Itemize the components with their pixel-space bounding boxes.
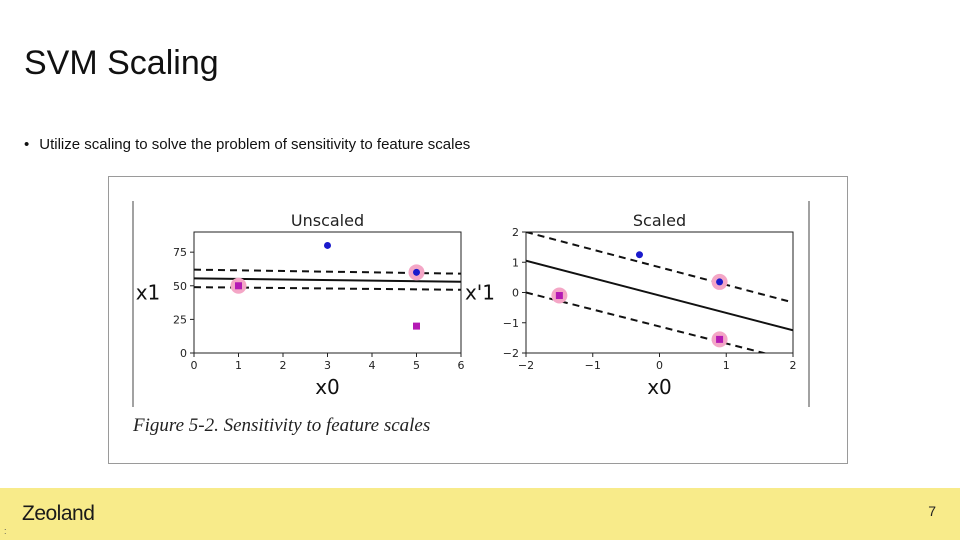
footer-mark: : xyxy=(4,526,7,536)
x-tick-label: 3 xyxy=(324,359,331,372)
plot-title: Scaled xyxy=(633,211,686,230)
x-tick-label: 0 xyxy=(656,359,663,372)
margin-line xyxy=(194,286,461,291)
y-axis-label: x1 xyxy=(136,281,161,305)
data-point-square xyxy=(716,335,724,343)
y-axis-label: x'1 xyxy=(465,281,495,305)
scaled-plot: Scaled −2 −1 0 1 2 −2 −1 0 1 2 x0 x'1 xyxy=(465,211,797,399)
plot-area xyxy=(526,232,793,353)
y-tick-label: 0 xyxy=(512,287,519,300)
x-axis-label: x0 xyxy=(315,375,340,399)
margin-line xyxy=(526,232,790,303)
page-number: 7 xyxy=(928,503,936,519)
unscaled-plot: Unscaled 0 1 2 3 4 5 6 0 25 50 75 x0 x1 xyxy=(136,211,465,399)
bullet-point: • Utilize scaling to solve the problem of… xyxy=(24,136,470,153)
figure-svg: Unscaled 0 1 2 3 4 5 6 0 25 50 75 x0 x1 Scaled −2 −1 0 1 2… xyxy=(132,201,810,407)
x-tick-label: 6 xyxy=(458,359,465,372)
x-tick-label: 2 xyxy=(280,359,287,372)
x-tick-label: −1 xyxy=(585,359,601,372)
y-tick-label: 1 xyxy=(512,256,519,269)
y-tick-label: 75 xyxy=(173,246,187,259)
y-tick-label: 25 xyxy=(173,313,187,326)
data-point-circle xyxy=(413,268,420,276)
company-logo: Zeoland xyxy=(22,502,95,525)
figure-caption: Figure 5-2. Sensitivity to feature scale… xyxy=(133,415,431,436)
data-point-square xyxy=(413,322,420,330)
margin-line xyxy=(526,291,768,353)
plot-frame xyxy=(193,231,462,354)
data-point-square xyxy=(555,292,563,300)
y-tick-label: −2 xyxy=(503,347,519,360)
figure-frame: Unscaled 0 1 2 3 4 5 6 0 25 50 75 x0 x1 Scaled −2 −1 0 1 2… xyxy=(108,176,848,464)
slide-title: SVM Scaling xyxy=(24,44,219,82)
y-tick-label: −1 xyxy=(503,317,519,330)
y-tick-label: 2 xyxy=(512,226,519,239)
x-tick-label: 5 xyxy=(413,359,420,372)
data-point-circle xyxy=(635,251,643,259)
x-tick-label: 1 xyxy=(235,359,242,372)
plot-title: Unscaled xyxy=(291,211,364,230)
decision-boundary xyxy=(526,259,793,332)
x-tick-label: 2 xyxy=(790,359,797,372)
x-tick-label: −2 xyxy=(518,359,534,372)
bullet-dot: • xyxy=(24,136,30,153)
footer-bar: Zeoland : 7 xyxy=(0,488,960,540)
x-axis-label: x0 xyxy=(647,375,672,399)
plot-area xyxy=(194,241,461,330)
y-tick-label: 0 xyxy=(180,347,187,360)
bullet-text: Utilize scaling to solve the problem of … xyxy=(39,136,471,153)
x-tick-label: 0 xyxy=(191,359,198,372)
y-tick-label: 50 xyxy=(173,280,187,293)
x-tick-label: 1 xyxy=(723,359,730,372)
data-point-circle xyxy=(716,278,724,286)
data-point-circle xyxy=(324,241,331,249)
x-tick-label: 4 xyxy=(369,359,376,372)
data-point-square xyxy=(235,282,242,290)
